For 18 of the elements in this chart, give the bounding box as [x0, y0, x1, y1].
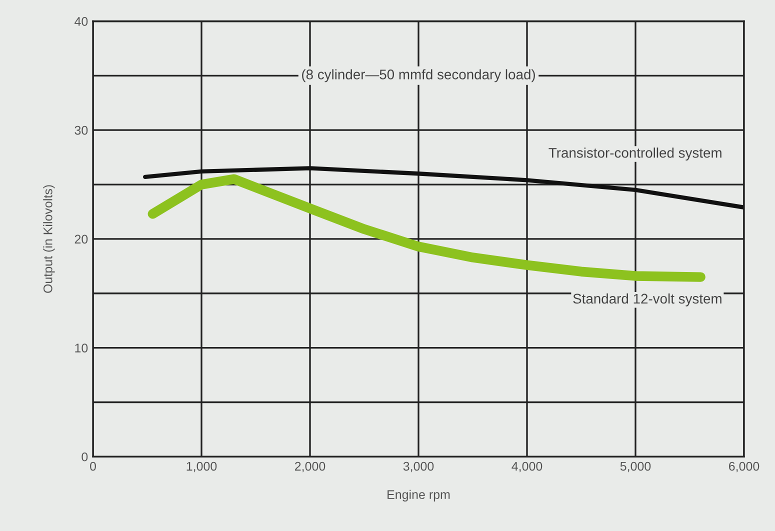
y-tick-label: 20 — [74, 234, 88, 244]
y-tick-label: 0 — [82, 452, 88, 462]
annotation: (8 cylinder—50 mmfd secondary load) — [302, 69, 535, 82]
x-tick-label: 6,000 — [728, 462, 760, 472]
line-series — [142, 166, 744, 210]
x-tick-label: 0 — [90, 462, 96, 471]
x-tick-label: 5,000 — [620, 462, 651, 472]
y-tick-label: 30 — [74, 126, 88, 135]
x-tick-label: 4,000 — [512, 462, 542, 472]
x-tick-label: 2,000 — [294, 462, 326, 472]
series-label: Transistor-controlled system — [548, 148, 722, 161]
y-tick-label: 40 — [74, 17, 88, 26]
y-tick-label: 10 — [75, 344, 88, 352]
x-tick-label: 3,000 — [403, 462, 434, 472]
x-axis-title: Engine rpm — [388, 490, 450, 502]
series-label: Standard 12-volt system — [573, 293, 722, 306]
y-axis-title: Output (in Kilovolts) — [43, 185, 55, 293]
x-tick-label: 1,000 — [186, 462, 217, 472]
